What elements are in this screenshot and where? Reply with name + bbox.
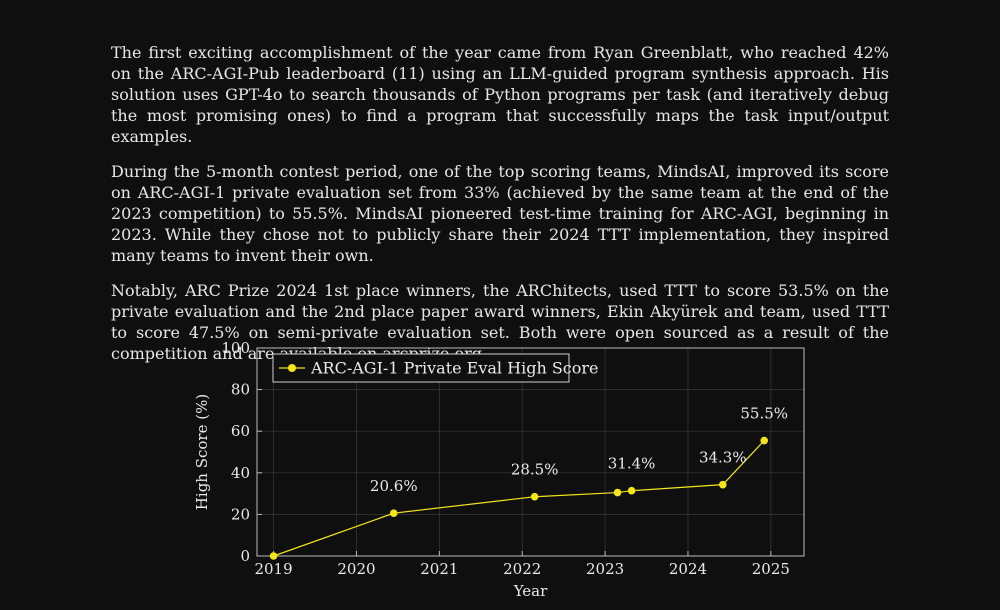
- data-point: [613, 488, 622, 497]
- data-point: [627, 486, 636, 495]
- y-tick-label: 0: [240, 547, 250, 565]
- data-point: [389, 509, 398, 517]
- y-axis-ticks: 0 20 40 60 80 100: [221, 339, 262, 565]
- data-label: 20.6%: [370, 477, 418, 495]
- data-point: [530, 492, 539, 501]
- x-tick-label: 2020: [337, 560, 375, 578]
- x-axis-label: Year: [513, 582, 548, 600]
- y-tick-label: 60: [231, 422, 250, 440]
- data-point: [269, 552, 278, 560]
- legend: ARC-AGI-1 Private Eval High Score: [272, 353, 599, 383]
- data-point: [718, 480, 727, 489]
- series-line: [273, 440, 765, 557]
- x-tick-label: 2019: [254, 560, 292, 578]
- y-axis-label: High Score (%): [193, 394, 211, 510]
- legend-label: ARC-AGI-1 Private Eval High Score: [310, 359, 599, 378]
- high-score-chart: 0 20 40 60 80 100 2019 2020 2021 2022 2023 2024 202…: [185, 336, 825, 606]
- plot-frame: [256, 347, 805, 557]
- legend-box: [272, 353, 570, 383]
- x-axis-ticks: 2019 2020 2021 2022 2023 2024 2025: [254, 551, 790, 578]
- series-points: [269, 436, 769, 560]
- x-tick-label: 2024: [669, 560, 707, 578]
- data-label: 55.5%: [740, 405, 788, 423]
- x-tick-label: 2025: [752, 560, 790, 578]
- y-tick-label: 100: [221, 339, 250, 357]
- data-label: 31.4%: [608, 455, 656, 473]
- data-label: 28.5%: [511, 461, 559, 479]
- data-label: 34.3%: [699, 449, 747, 467]
- data-labels: 20.6% 28.5% 31.4% 34.3% 55.5%: [370, 405, 788, 496]
- paragraph-mindsai: During the 5-month contest period, one o…: [111, 162, 889, 265]
- chart-svg: 0 20 40 60 80 100 2019 2020 2021 2022 2023 2024 202…: [193, 339, 805, 600]
- document-body: The first exciting accomplishment of the…: [111, 42, 889, 378]
- y-tick-label: 20: [231, 505, 250, 523]
- x-tick-label: 2021: [420, 560, 458, 578]
- x-tick-label: 2022: [503, 560, 541, 578]
- y-tick-label: 80: [231, 381, 250, 399]
- data-point: [760, 436, 769, 445]
- x-tick-label: 2023: [586, 560, 624, 578]
- y-tick-label: 40: [231, 464, 250, 482]
- legend-marker: [288, 364, 296, 372]
- paragraph-greenblatt: The first exciting accomplishment of the…: [111, 43, 889, 146]
